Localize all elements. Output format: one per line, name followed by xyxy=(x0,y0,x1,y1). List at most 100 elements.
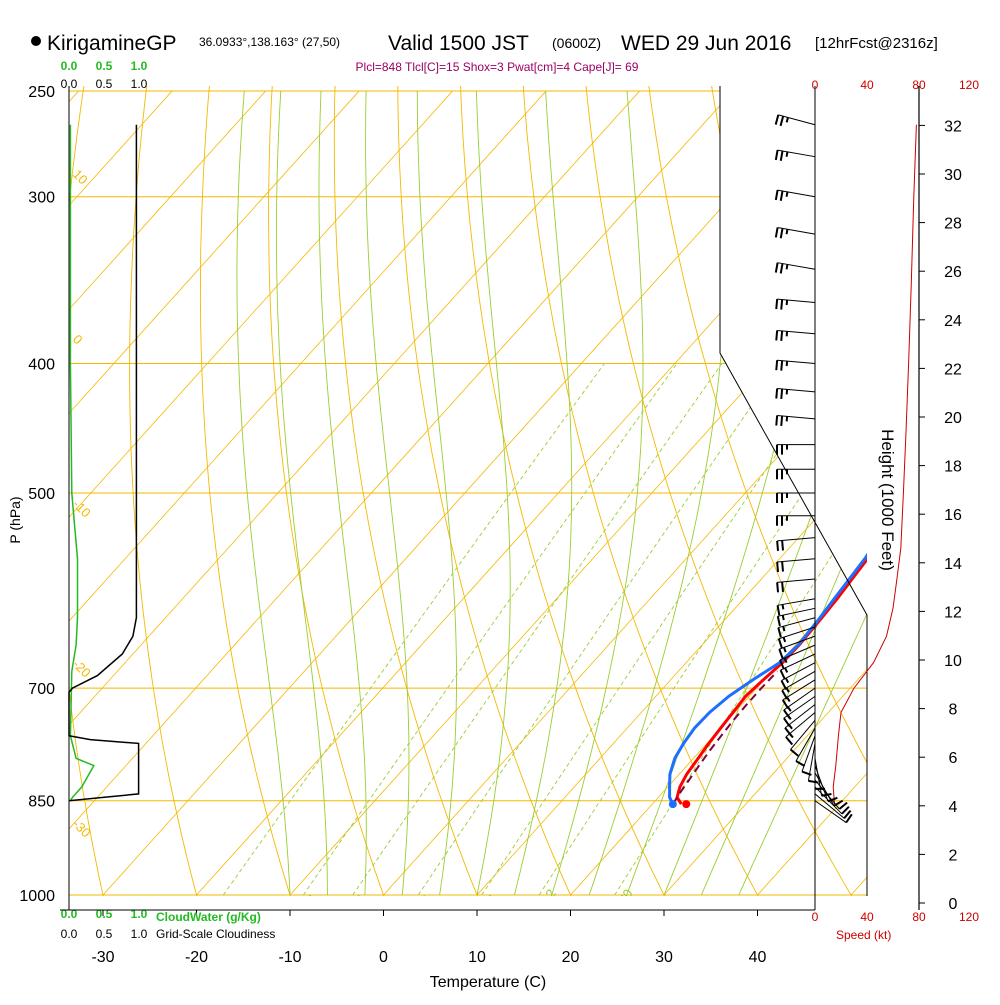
wind-barb-half-feather xyxy=(787,152,788,157)
wind-barb-feather xyxy=(776,330,777,340)
x-tick-label: -30 xyxy=(91,949,114,966)
isobar-label: 300 xyxy=(28,190,55,207)
dry-adiabat xyxy=(0,67,25,923)
height-tick-label: 14 xyxy=(944,556,962,573)
mixing-ratio-line xyxy=(303,364,677,895)
stability-indices: Plcl=848 Tlcl[C]=15 Shox=3 Pwat[cm]=4 Ca… xyxy=(356,60,639,74)
valid-date: WED 29 Jun 2016 xyxy=(621,32,791,55)
cloudwater-label: CloudWater (g/Kg) xyxy=(156,910,261,924)
dry-adiabat xyxy=(460,67,678,923)
x-tick-label: 40 xyxy=(749,949,767,966)
wind-barb-feather xyxy=(781,416,782,426)
height-tick-label: 8 xyxy=(949,702,958,719)
wind-barb-half-feather xyxy=(784,647,786,652)
cloudiness-label: Grid-Scale Cloudiness xyxy=(156,927,275,941)
wind-barb-staff xyxy=(808,743,815,780)
cloudiness-tick: 1.0 xyxy=(131,927,148,941)
wind-speed-tick-bottom: 40 xyxy=(860,910,874,924)
wind-barb-feather xyxy=(781,300,782,310)
wind-barb-half-feather xyxy=(783,604,784,609)
wind-barb-staff xyxy=(815,801,846,823)
mixing-ratio-label: 3 xyxy=(352,892,368,907)
height-tick-label: 0 xyxy=(949,896,958,913)
isobar-label: 850 xyxy=(28,794,55,811)
station-name: KirigamineGP xyxy=(47,32,177,55)
wind-barb-feather xyxy=(786,737,792,745)
wind-speed-tick-top: 120 xyxy=(959,78,979,92)
station-marker-icon xyxy=(31,36,41,46)
wind-barb-half-feather xyxy=(790,734,793,738)
wind-barb-half-feather xyxy=(787,264,788,269)
mixing-ratio-label: 20 xyxy=(615,886,636,906)
x-tick-label: 0 xyxy=(379,949,388,966)
cloudiness-tick: 0.5 xyxy=(96,77,113,91)
wind-barb-feather xyxy=(776,360,777,370)
x-tick-label: 20 xyxy=(562,949,580,966)
height-tick-label: 24 xyxy=(944,313,962,330)
wind-barb-half-feather xyxy=(783,615,784,620)
wind-speed-tick-bottom: 0 xyxy=(812,910,819,924)
wind-barb xyxy=(777,559,815,572)
wind-barb-half-feather xyxy=(787,117,788,122)
mixing-ratio-label: 5 xyxy=(418,892,434,907)
dry-adiabat-label: 0 xyxy=(70,332,86,348)
cloudiness-line xyxy=(69,125,139,801)
wind-barb-half-feather xyxy=(787,229,788,234)
valid-time: Valid 1500 JST xyxy=(388,32,529,55)
height-tick-label: 28 xyxy=(944,216,962,233)
wind-barb-feather xyxy=(839,803,847,809)
wind-barb-feather xyxy=(782,562,783,572)
cloudwater-tick: 1.0 xyxy=(131,907,148,921)
x-tick-label: -10 xyxy=(278,949,301,966)
wind-barb-half-feather xyxy=(784,637,786,642)
wind-barb-feather xyxy=(781,331,782,341)
wind-barb-feather xyxy=(776,389,777,399)
wind-barb-feather xyxy=(776,416,777,426)
mixing-ratio-label: 12 xyxy=(538,886,559,906)
mixing-ratio-label: 8 xyxy=(483,892,499,907)
height-tick-label: 30 xyxy=(944,167,962,184)
isobar-label: 500 xyxy=(28,486,55,503)
wind-barb-staff xyxy=(778,599,815,606)
surface-temperature-dot xyxy=(682,800,690,808)
wind-barb-feather xyxy=(778,628,781,638)
dry-adiabat-label: -30 xyxy=(70,817,94,841)
isobar-label: 400 xyxy=(28,357,55,374)
wind-speed-tick-top: 0 xyxy=(812,78,819,92)
wind-barb-feather xyxy=(782,540,783,550)
station-coords: 36.0933°,138.163° (27,50) xyxy=(199,35,340,49)
cloudiness-tick: 0.0 xyxy=(61,927,78,941)
panel-mask xyxy=(720,86,867,615)
wind-speed-tick-top: 40 xyxy=(860,78,874,92)
height-tick-label: 18 xyxy=(944,459,962,476)
cloudiness-tick: 1.0 xyxy=(131,77,148,91)
cloudwater-tick: 0.5 xyxy=(96,59,113,73)
isobar-label: 700 xyxy=(28,681,55,698)
mixing-ratio-line xyxy=(418,364,781,895)
x-tick-label: -20 xyxy=(185,949,208,966)
height-axis-title: Height (1000 Feet) xyxy=(878,429,897,571)
height-tick-label: 4 xyxy=(949,799,958,816)
height-tick-label: 16 xyxy=(944,507,962,524)
wind-barb-feather xyxy=(777,562,778,572)
dry-adiabat xyxy=(269,67,394,923)
isobar-label: 250 xyxy=(28,84,55,101)
cloudiness-tick: 0.5 xyxy=(96,927,113,941)
wind-barb-half-feather xyxy=(788,707,791,711)
dry-adiabat xyxy=(895,67,1000,923)
isotherm-line xyxy=(851,91,1000,895)
dry-adiabat xyxy=(200,67,299,923)
wind-barb-half-feather xyxy=(788,715,791,719)
wind-speed-tick-bottom: 120 xyxy=(959,910,979,924)
wind-barb-feather xyxy=(777,541,778,551)
cloudwater-tick: 0.5 xyxy=(96,907,113,921)
mixing-ratio-label: 1 xyxy=(220,892,236,907)
height-tick-label: 6 xyxy=(949,750,958,767)
height-tick-label: 32 xyxy=(944,118,962,135)
wind-barb-feather xyxy=(777,582,778,592)
